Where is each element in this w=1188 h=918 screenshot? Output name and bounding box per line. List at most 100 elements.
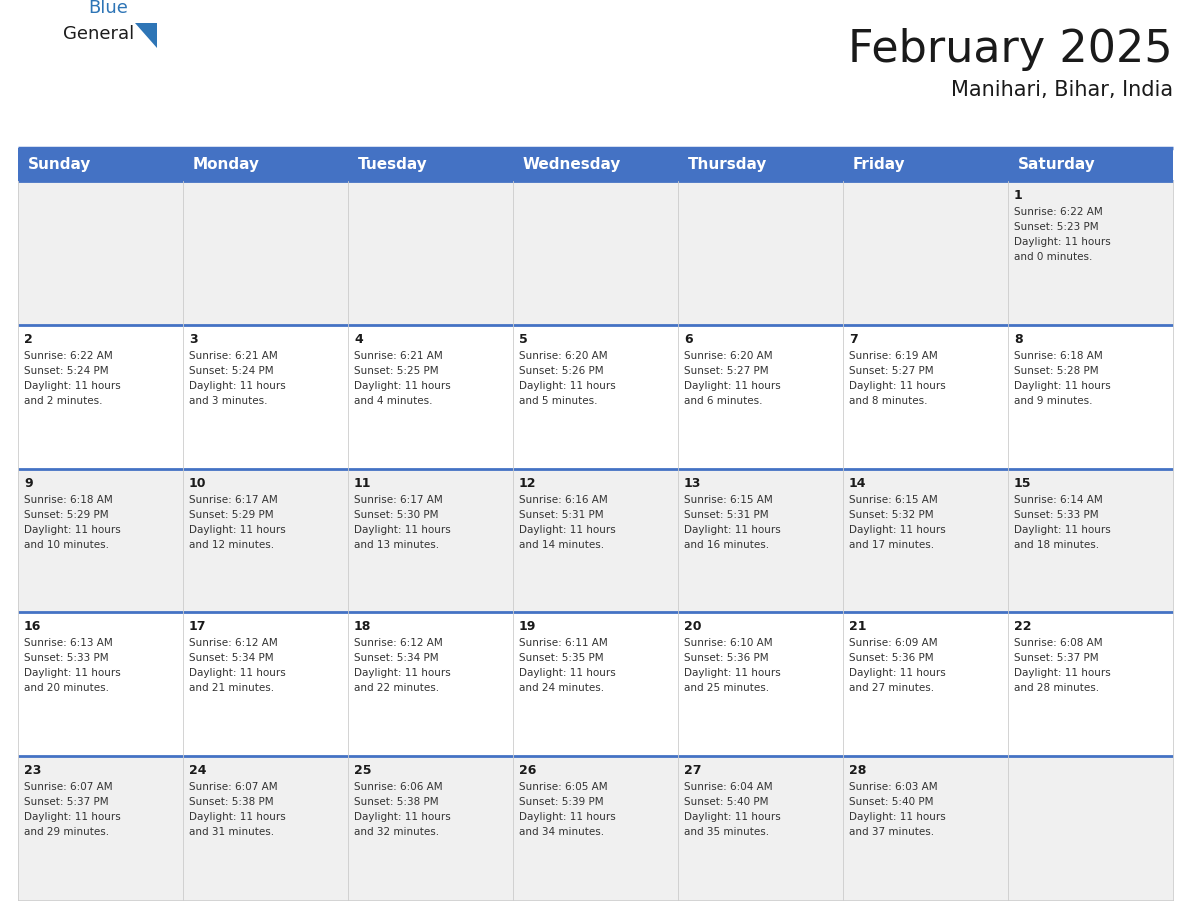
Text: Sunset: 5:30 PM: Sunset: 5:30 PM: [354, 509, 438, 520]
Text: February 2025: February 2025: [848, 28, 1173, 71]
Text: and 31 minutes.: and 31 minutes.: [189, 827, 274, 837]
Text: 7: 7: [849, 333, 858, 346]
Bar: [513, 325, 678, 468]
Bar: [348, 468, 513, 612]
Text: Sunrise: 6:15 AM: Sunrise: 6:15 AM: [684, 495, 772, 505]
Text: Daylight: 11 hours: Daylight: 11 hours: [189, 668, 286, 678]
Text: Sunrise: 6:05 AM: Sunrise: 6:05 AM: [519, 782, 607, 792]
Text: Sunset: 5:39 PM: Sunset: 5:39 PM: [519, 797, 604, 807]
Text: Sunrise: 6:17 AM: Sunrise: 6:17 AM: [354, 495, 443, 505]
Text: Daylight: 11 hours: Daylight: 11 hours: [849, 668, 946, 678]
Text: Daylight: 11 hours: Daylight: 11 hours: [1015, 237, 1111, 247]
Text: Sunset: 5:37 PM: Sunset: 5:37 PM: [24, 797, 108, 807]
Text: 16: 16: [24, 621, 42, 633]
Text: and 16 minutes.: and 16 minutes.: [684, 540, 769, 550]
Text: 23: 23: [24, 764, 42, 778]
Bar: [513, 181, 678, 325]
Text: 5: 5: [519, 333, 527, 346]
Text: 20: 20: [684, 621, 701, 633]
Text: and 8 minutes.: and 8 minutes.: [849, 396, 928, 406]
Text: Sunrise: 6:16 AM: Sunrise: 6:16 AM: [519, 495, 608, 505]
Bar: [678, 148, 843, 181]
Text: Daylight: 11 hours: Daylight: 11 hours: [189, 524, 286, 534]
Bar: [183, 148, 348, 181]
Text: Sunrise: 6:22 AM: Sunrise: 6:22 AM: [1015, 207, 1102, 217]
Text: Sunset: 5:27 PM: Sunset: 5:27 PM: [684, 365, 769, 375]
Text: Sunrise: 6:19 AM: Sunrise: 6:19 AM: [849, 351, 937, 361]
Bar: [348, 756, 513, 900]
Text: and 37 minutes.: and 37 minutes.: [849, 827, 934, 837]
Text: Sunrise: 6:07 AM: Sunrise: 6:07 AM: [189, 782, 278, 792]
Text: Sunrise: 6:06 AM: Sunrise: 6:06 AM: [354, 782, 443, 792]
Bar: [678, 612, 843, 756]
Bar: [843, 325, 1007, 468]
Text: Daylight: 11 hours: Daylight: 11 hours: [519, 812, 615, 823]
Text: Daylight: 11 hours: Daylight: 11 hours: [849, 381, 946, 391]
Text: Daylight: 11 hours: Daylight: 11 hours: [24, 524, 121, 534]
Text: Sunset: 5:26 PM: Sunset: 5:26 PM: [519, 365, 604, 375]
Bar: [1007, 756, 1173, 900]
Text: Manihari, Bihar, India: Manihari, Bihar, India: [950, 80, 1173, 100]
Text: and 4 minutes.: and 4 minutes.: [354, 396, 432, 406]
Text: 2: 2: [24, 333, 33, 346]
Bar: [183, 468, 348, 612]
Text: Monday: Monday: [192, 157, 260, 172]
Bar: [1007, 612, 1173, 756]
Text: 9: 9: [24, 476, 32, 489]
Text: Daylight: 11 hours: Daylight: 11 hours: [1015, 524, 1111, 534]
Text: Sunset: 5:24 PM: Sunset: 5:24 PM: [24, 365, 108, 375]
Text: Daylight: 11 hours: Daylight: 11 hours: [189, 812, 286, 823]
Text: Daylight: 11 hours: Daylight: 11 hours: [684, 812, 781, 823]
Text: Daylight: 11 hours: Daylight: 11 hours: [684, 668, 781, 678]
Text: Sunrise: 6:08 AM: Sunrise: 6:08 AM: [1015, 638, 1102, 648]
Text: 6: 6: [684, 333, 693, 346]
Bar: [348, 325, 513, 468]
Bar: [678, 468, 843, 612]
Bar: [513, 148, 678, 181]
Text: Sunrise: 6:12 AM: Sunrise: 6:12 AM: [354, 638, 443, 648]
Text: 17: 17: [189, 621, 207, 633]
Bar: [1007, 325, 1173, 468]
Text: Daylight: 11 hours: Daylight: 11 hours: [354, 812, 450, 823]
Text: Blue: Blue: [88, 0, 128, 17]
Text: and 17 minutes.: and 17 minutes.: [849, 540, 934, 550]
Text: Thursday: Thursday: [688, 157, 767, 172]
Text: and 20 minutes.: and 20 minutes.: [24, 683, 109, 693]
Bar: [183, 181, 348, 325]
Text: Daylight: 11 hours: Daylight: 11 hours: [519, 381, 615, 391]
Text: 28: 28: [849, 764, 866, 778]
Text: Daylight: 11 hours: Daylight: 11 hours: [354, 381, 450, 391]
Text: Sunrise: 6:09 AM: Sunrise: 6:09 AM: [849, 638, 937, 648]
Text: Sunset: 5:29 PM: Sunset: 5:29 PM: [24, 509, 108, 520]
Text: and 35 minutes.: and 35 minutes.: [684, 827, 769, 837]
Text: 21: 21: [849, 621, 866, 633]
Text: Sunset: 5:31 PM: Sunset: 5:31 PM: [684, 509, 769, 520]
Text: Daylight: 11 hours: Daylight: 11 hours: [189, 381, 286, 391]
Text: Sunset: 5:35 PM: Sunset: 5:35 PM: [519, 654, 604, 664]
Text: Daylight: 11 hours: Daylight: 11 hours: [24, 668, 121, 678]
Text: General: General: [63, 25, 134, 43]
Bar: [678, 325, 843, 468]
Text: and 22 minutes.: and 22 minutes.: [354, 683, 440, 693]
Text: Sunrise: 6:12 AM: Sunrise: 6:12 AM: [189, 638, 278, 648]
Text: and 32 minutes.: and 32 minutes.: [354, 827, 440, 837]
Bar: [18, 756, 183, 900]
Text: Sunrise: 6:18 AM: Sunrise: 6:18 AM: [24, 495, 113, 505]
Text: Daylight: 11 hours: Daylight: 11 hours: [849, 524, 946, 534]
Text: Sunset: 5:33 PM: Sunset: 5:33 PM: [24, 654, 108, 664]
Bar: [678, 756, 843, 900]
Text: Wednesday: Wednesday: [523, 157, 621, 172]
Text: and 21 minutes.: and 21 minutes.: [189, 683, 274, 693]
Bar: [18, 181, 183, 325]
Text: Daylight: 11 hours: Daylight: 11 hours: [24, 381, 121, 391]
Text: Friday: Friday: [853, 157, 905, 172]
Bar: [348, 612, 513, 756]
Text: Sunset: 5:34 PM: Sunset: 5:34 PM: [189, 654, 273, 664]
Bar: [1007, 148, 1173, 181]
Text: 14: 14: [849, 476, 866, 489]
Text: Daylight: 11 hours: Daylight: 11 hours: [24, 812, 121, 823]
Text: and 18 minutes.: and 18 minutes.: [1015, 540, 1099, 550]
Text: Sunset: 5:34 PM: Sunset: 5:34 PM: [354, 654, 438, 664]
Text: 12: 12: [519, 476, 537, 489]
Bar: [843, 612, 1007, 756]
